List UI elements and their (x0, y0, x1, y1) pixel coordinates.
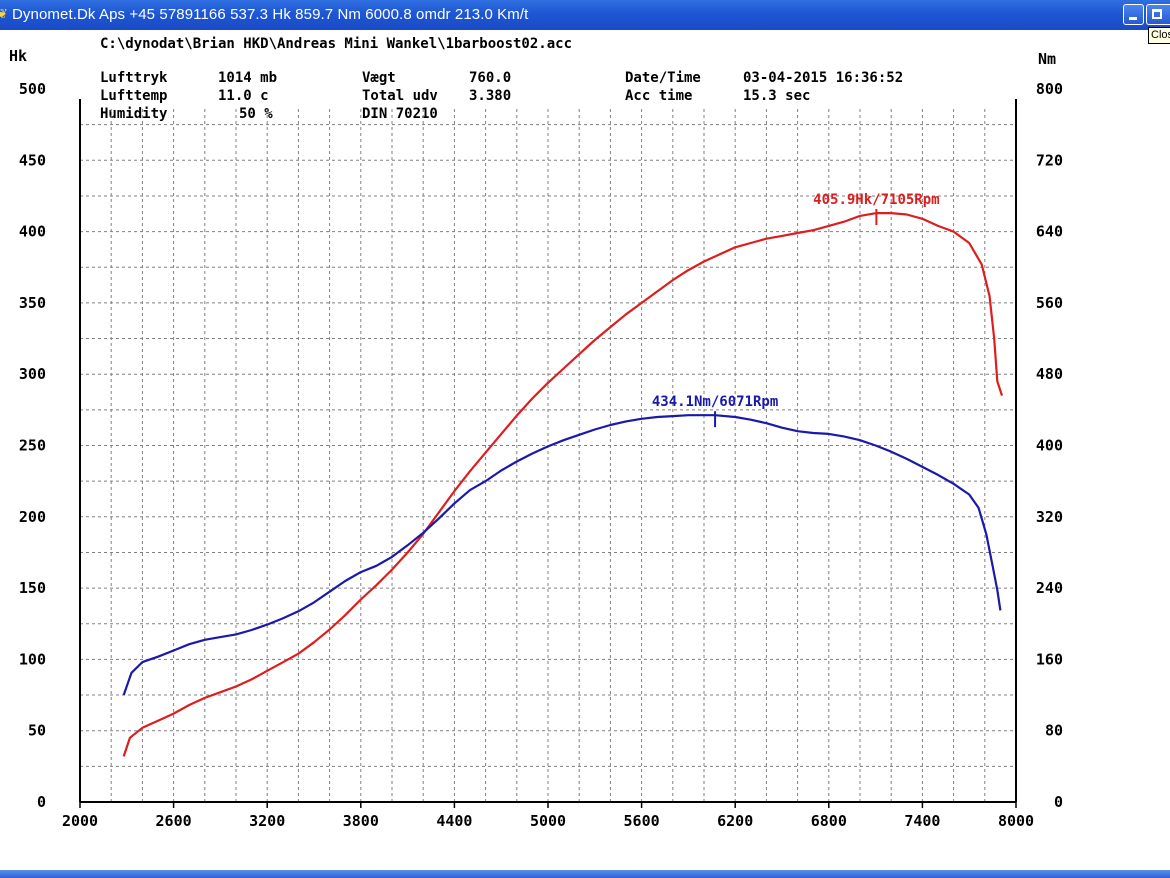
right-tick-label: 640 (1036, 223, 1063, 241)
datetime-label: Date/Time (625, 70, 701, 86)
right-tick-label: 320 (1036, 508, 1063, 526)
x-tick-label: 5000 (530, 812, 566, 830)
left-tick-label: 300 (19, 365, 46, 383)
right-tick-label: 480 (1036, 365, 1063, 383)
right-tick-label: 160 (1036, 650, 1063, 668)
minimize-button[interactable] (1123, 4, 1144, 25)
left-tick-label: 200 (19, 508, 46, 526)
info-block: Lufttryk 1014 mb Lufttemp 11.0 c Humidit… (100, 70, 903, 122)
humidity-label: Humidity (100, 106, 168, 122)
vaegt-value: 760.0 (469, 70, 511, 86)
series-line-hk (122, 212, 1004, 757)
x-tick-label: 2600 (156, 812, 192, 830)
x-tick-label: 3800 (343, 812, 379, 830)
datetime-value: 03-04-2015 16:36:52 (743, 70, 903, 86)
x-tick-label: 5600 (624, 812, 660, 830)
left-tick-label: 500 (19, 80, 46, 98)
right-tick-label: 800 (1036, 80, 1063, 98)
right-tick-label: 0 (1054, 793, 1063, 811)
taskbar-strip (0, 870, 1170, 878)
x-tick-label: 8000 (998, 812, 1034, 830)
peak-label-hk: 405.9Hk/7105Rpm (813, 192, 939, 208)
x-tick-label: 6800 (811, 812, 847, 830)
peak-annotations: 405.9Hk/7105Rpm 434.1Nm/6071Rpm (652, 192, 940, 428)
humidity-value: 50 % (239, 106, 273, 122)
grid-lines (80, 109, 1016, 802)
left-tick-label: 450 (19, 151, 46, 169)
x-tick-label: 6200 (717, 812, 753, 830)
tick-labels: 2000 2600 3200 3800 4400 5000 5600 6200 6800 7400… (19, 80, 1063, 830)
right-tick-label: 720 (1036, 151, 1063, 169)
app-icon: ❦ (0, 6, 8, 21)
acc-time-label: Acc time (625, 88, 692, 104)
left-tick-label: 0 (37, 793, 46, 811)
series-line-nm (122, 414, 1002, 696)
left-tick-label: 150 (19, 579, 46, 597)
dyno-chart: Hk Nm C:\dynodat\Brian HKD\Andreas Mini … (9, 36, 1063, 830)
total-udv-label: Total udv (362, 88, 438, 104)
window-titlebar[interactable]: ❦ Dynomet.Dk Aps +45 57891166 537.3 Hk 8… (0, 0, 1170, 30)
left-tick-label: 50 (28, 722, 46, 740)
lufttryk-label: Lufttryk (100, 70, 168, 86)
din-label: DIN 70210 (362, 106, 438, 122)
window-title: Dynomet.Dk Aps +45 57891166 537.3 Hk 859… (12, 6, 529, 23)
right-tick-label: 80 (1045, 722, 1063, 740)
total-udv-value: 3.380 (469, 88, 511, 104)
file-path: C:\dynodat\Brian HKD\Andreas Mini Wankel… (100, 36, 572, 52)
series-lines (122, 212, 1004, 757)
x-tick-label: 7400 (904, 812, 940, 830)
right-axis-unit: Nm (1038, 50, 1056, 68)
lufttryk-value: 1014 mb (218, 70, 277, 86)
left-axis-unit: Hk (9, 47, 27, 65)
right-tick-label: 240 (1036, 579, 1063, 597)
maximize-button[interactable] (1146, 4, 1170, 25)
acc-time-value: 15.3 sec (743, 88, 810, 104)
lufttemp-label: Lufttemp (100, 88, 167, 104)
right-tick-label: 400 (1036, 437, 1063, 455)
left-tick-label: 400 (19, 223, 46, 241)
left-tick-label: 250 (19, 437, 46, 455)
left-tick-label: 350 (19, 294, 46, 312)
x-tick-label: 4400 (436, 812, 472, 830)
x-tick-label: 2000 (62, 812, 98, 830)
vaegt-label: Vægt (362, 70, 396, 86)
right-tick-label: 560 (1036, 294, 1063, 312)
peak-label-nm: 434.1Nm/6071Rpm (652, 394, 778, 410)
close-tooltip: Close (1148, 27, 1170, 44)
lufttemp-value: 11.0 c (218, 88, 269, 104)
left-tick-label: 100 (19, 650, 46, 668)
x-tick-label: 3200 (249, 812, 285, 830)
